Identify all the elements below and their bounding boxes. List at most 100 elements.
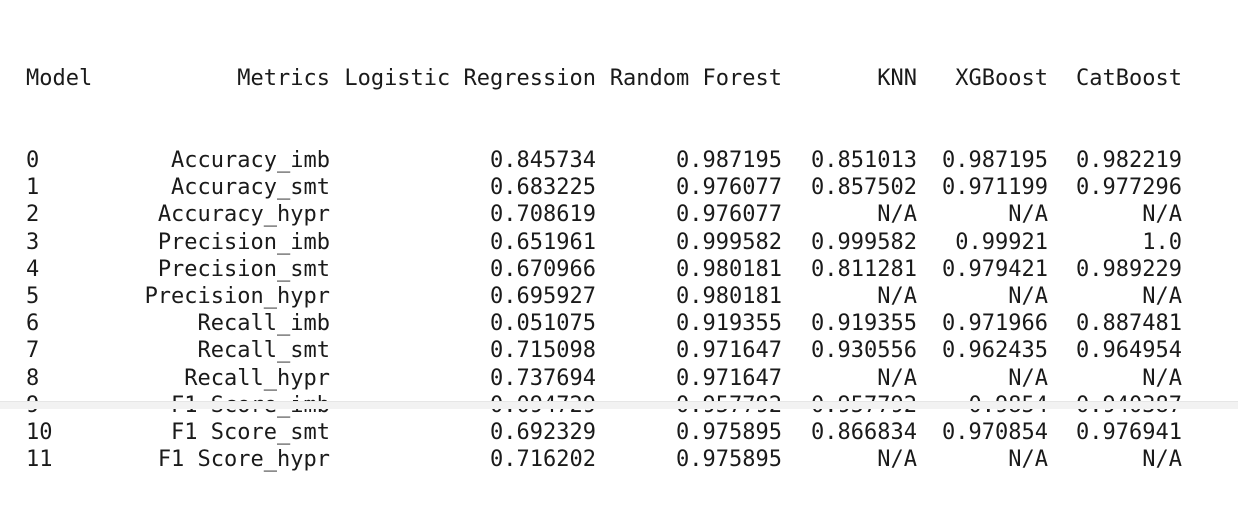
table-cell-knn-value: 0.999582 xyxy=(811,229,917,255)
table-cell-knn-value: N/A xyxy=(877,365,917,391)
table-cell-xgboost-value: N/A xyxy=(1008,202,1048,228)
table-cell-xgboost-value: 0.971199 xyxy=(942,175,1048,201)
table-cell-logistic-regression-value: 0.716202 xyxy=(490,447,596,473)
table-row: 4 Precision_smt 0.670966 0.980181 0.811281 0.… xyxy=(26,256,1182,283)
table-cell-metric-name: Recall_smt xyxy=(197,338,330,364)
table-cell-random-forest-value: 0.975895 xyxy=(676,447,782,473)
table-cell-row-index: 2 xyxy=(26,202,40,228)
table-cell-random-forest-value: 0.976077 xyxy=(676,175,782,201)
table-cell-knn-value: N/A xyxy=(877,202,917,228)
table-cell-knn-value: N/A xyxy=(877,447,917,473)
table-cell-knn-value: 0.919355 xyxy=(811,311,917,337)
table-cell-xgboost-value: N/A xyxy=(1008,447,1048,473)
table-cell-catboost-value: N/A xyxy=(1142,283,1182,309)
table-row: 2 Accuracy_hypr 0.708619 0.976077 N/A N/A N/A xyxy=(26,201,1182,228)
table-cell-logistic-regression-value: 0.695927 xyxy=(490,283,596,309)
table-cell-knn-value: 0.811281 xyxy=(811,256,917,282)
table-cell-logistic-regression-value: 0.737694 xyxy=(490,365,596,391)
table-cell-xgboost-value: 0.971966 xyxy=(942,311,1048,337)
table-row: 11 F1 Score_hypr 0.716202 0.975895 N/A N/A N/A xyxy=(26,446,1182,473)
table-row: 0 Accuracy_imb 0.845734 0.987195 0.851013 0.9… xyxy=(26,147,1182,174)
table-row: 7 Recall_smt 0.715098 0.971647 0.930556 0.962… xyxy=(26,337,1182,364)
horizontal-scrollbar-track[interactable] xyxy=(0,401,1238,409)
table-header-row: Model Metrics Logistic Regression Random… xyxy=(26,65,1182,92)
table-cell-catboost-value: 1.0 xyxy=(1142,229,1182,255)
table-cell-row-index: 5 xyxy=(26,283,40,309)
column-header-model: Model xyxy=(26,66,93,92)
table-cell-random-forest-value: 0.976077 xyxy=(676,202,782,228)
table-cell-metric-name: Precision_imb xyxy=(157,229,330,255)
table-cell-xgboost-value: 0.99921 xyxy=(955,229,1048,255)
table-cell-xgboost-value: 0.962435 xyxy=(942,338,1048,364)
table-cell-row-index: 10 xyxy=(26,419,53,445)
table-row: 3 Precision_imb 0.651961 0.999582 0.999582 0.… xyxy=(26,229,1182,256)
table-cell-xgboost-value: 0.979421 xyxy=(942,256,1048,282)
table-cell-catboost-value: 0.976941 xyxy=(1076,419,1182,445)
table-cell-knn-value: N/A xyxy=(877,283,917,309)
table-cell-metric-name: Recall_hypr xyxy=(184,365,330,391)
column-header-logistic-regression: Logistic Regression xyxy=(344,66,596,92)
table-cell-logistic-regression-value: 0.845734 xyxy=(490,148,596,173)
table-cell-metric-name: F1 Score_hypr xyxy=(157,447,330,473)
table-cell-catboost-value: 0.989229 xyxy=(1076,256,1182,282)
metrics-table: Model Metrics Logistic Regression Random… xyxy=(26,11,1182,528)
table-cell-random-forest-value: 0.980181 xyxy=(676,283,782,309)
table-body: 0 Accuracy_imb 0.845734 0.987195 0.851013 0.9… xyxy=(26,147,1182,473)
table-cell-random-forest-value: 0.980181 xyxy=(676,256,782,282)
table-cell-metric-name: Precision_smt xyxy=(157,256,330,282)
table-cell-row-index: 6 xyxy=(26,311,40,337)
table-cell-random-forest-value: 0.999582 xyxy=(676,229,782,255)
table-cell-catboost-value: 0.887481 xyxy=(1076,311,1182,337)
table-cell-random-forest-value: 0.971647 xyxy=(676,338,782,364)
table-cell-metric-name: Recall_imb xyxy=(197,311,330,337)
table-row: 1 Accuracy_smt 0.683225 0.976077 0.857502 0.9… xyxy=(26,174,1182,201)
notebook-output-area: Model Metrics Logistic Regression Random… xyxy=(0,66,1238,473)
column-header-random-forest: Random Forest xyxy=(609,66,782,92)
table-cell-random-forest-value: 0.975895 xyxy=(676,419,782,445)
table-cell-catboost-value: 0.964954 xyxy=(1076,338,1182,364)
table-cell-random-forest-value: 0.919355 xyxy=(676,311,782,337)
table-cell-xgboost-value: 0.987195 xyxy=(942,148,1048,173)
table-cell-catboost-value: N/A xyxy=(1142,202,1182,228)
table-cell-metric-name: Accuracy_hypr xyxy=(157,202,330,228)
table-cell-logistic-regression-value: 0.651961 xyxy=(490,229,596,255)
table-cell-row-index: 4 xyxy=(26,256,40,282)
column-header-xgboost: XGBoost xyxy=(955,66,1048,92)
table-cell-xgboost-value: N/A xyxy=(1008,365,1048,391)
column-header-catboost: CatBoost xyxy=(1076,66,1182,92)
table-cell-metric-name: Precision_hypr xyxy=(144,283,330,309)
column-header-knn: KNN xyxy=(877,66,917,92)
table-cell-xgboost-value: N/A xyxy=(1008,283,1048,309)
table-cell-random-forest-value: 0.971647 xyxy=(676,365,782,391)
table-cell-knn-value: 0.930556 xyxy=(811,338,917,364)
table-cell-logistic-regression-value: 0.051075 xyxy=(490,311,596,337)
table-cell-random-forest-value: 0.987195 xyxy=(676,148,782,173)
table-row: 8 Recall_hypr 0.737694 0.971647 N/A N/A N/A xyxy=(26,365,1182,392)
table-cell-knn-value: 0.857502 xyxy=(811,175,917,201)
table-cell-metric-name: F1 Score_smt xyxy=(171,419,330,445)
table-row: 6 Recall_imb 0.051075 0.919355 0.919355 0.971… xyxy=(26,310,1182,337)
table-cell-metric-name: Accuracy_imb xyxy=(171,148,330,173)
table-cell-logistic-regression-value: 0.692329 xyxy=(490,419,596,445)
table-cell-logistic-regression-value: 0.670966 xyxy=(490,256,596,282)
table-cell-row-index: 8 xyxy=(26,365,40,391)
table-cell-catboost-value: N/A xyxy=(1142,447,1182,473)
table-cell-row-index: 1 xyxy=(26,175,40,201)
table-cell-knn-value: 0.851013 xyxy=(811,148,917,173)
table-cell-logistic-regression-value: 0.708619 xyxy=(490,202,596,228)
table-cell-row-index: 0 xyxy=(26,148,40,173)
table-cell-xgboost-value: 0.970854 xyxy=(942,419,1048,445)
table-cell-knn-value: 0.866834 xyxy=(811,419,917,445)
table-cell-metric-name: Accuracy_smt xyxy=(171,175,330,201)
table-row: 5 Precision_hypr 0.695927 0.980181 N/A N/A N/A xyxy=(26,283,1182,310)
table-cell-row-index: 3 xyxy=(26,229,40,255)
table-cell-catboost-value: 0.977296 xyxy=(1076,175,1182,201)
table-cell-logistic-regression-value: 0.683225 xyxy=(490,175,596,201)
table-cell-catboost-value: N/A xyxy=(1142,365,1182,391)
table-row: 10 F1 Score_smt 0.692329 0.975895 0.866834 0.… xyxy=(26,419,1182,446)
column-header-metrics: Metrics xyxy=(237,66,330,92)
table-cell-row-index: 11 xyxy=(26,447,53,473)
table-cell-logistic-regression-value: 0.715098 xyxy=(490,338,596,364)
table-cell-catboost-value: 0.982219 xyxy=(1076,148,1182,173)
table-cell-row-index: 7 xyxy=(26,338,40,364)
